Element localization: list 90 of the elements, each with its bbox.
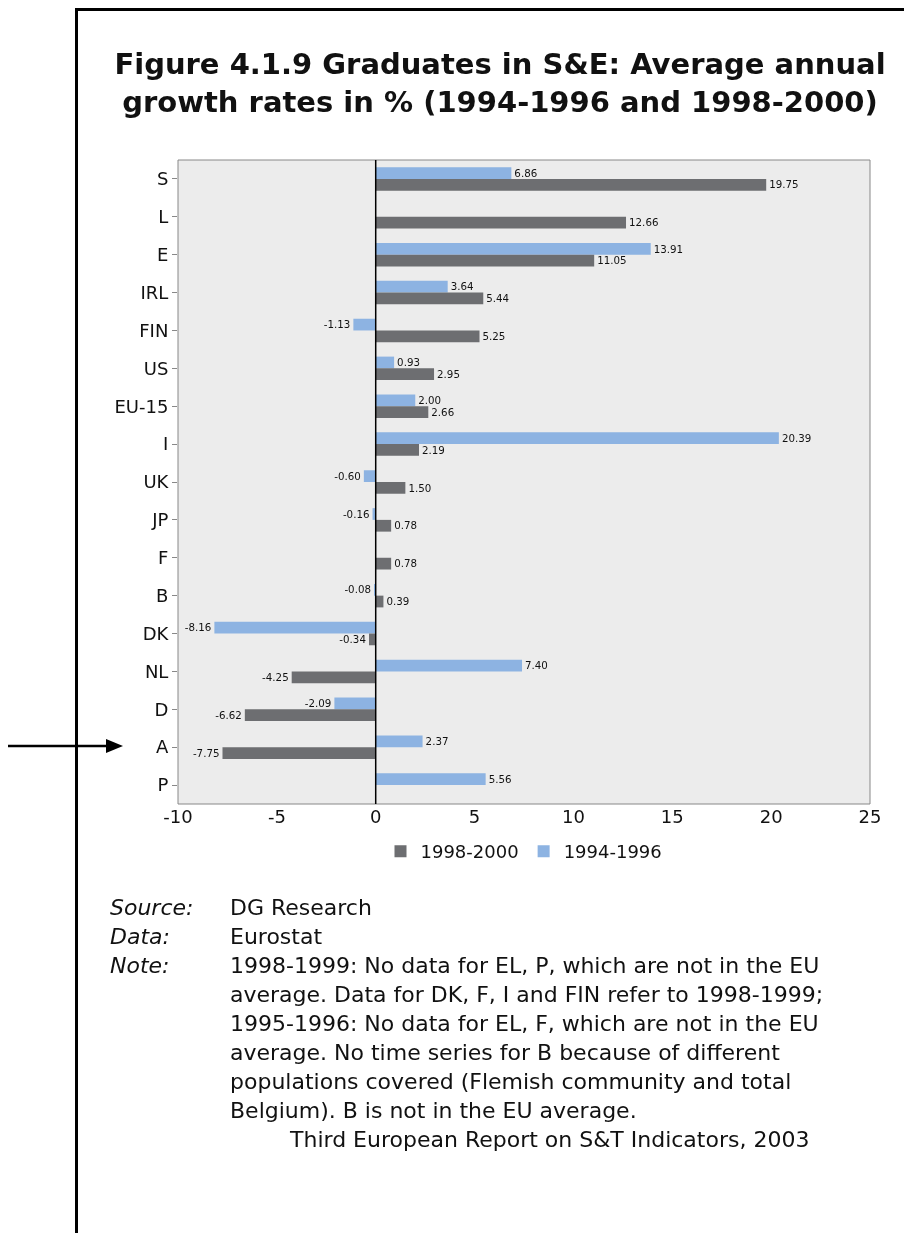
y-tick-label: US [143,357,169,379]
text: Note: 1998-1999: No data for EL, P, which are not in the EU average. Data for DK, F, I and FIN refer to 1998-1999; 1995-1996: No data for EL, F, which are not in the EU average. No time series for B because of different populations covered (Flemish community and total Belgium). B is not in the EU average. [110,953,824,1123]
data-label: -1.13 [323,318,351,331]
text: Source: DG Research [110,895,372,920]
bar [375,444,420,456]
chart-title: Figure 4.1.9 Graduates in S&E: Average annual growth rates in % (1994-1996 and 1998-2000) [113,46,887,121]
bar [375,280,448,293]
data-label: 12.66 [629,216,659,229]
data-label: 1.50 [408,481,432,494]
y-tick-label: NL [144,660,169,682]
data-label: 2.66 [431,405,455,418]
bar [375,356,395,369]
data-label: 2.00 [418,394,442,407]
x-tick-label: 25 [858,806,882,827]
x-tick-label: -5 [267,806,286,827]
bar [334,697,376,710]
data-label: 2.95 [437,367,460,380]
y-tick-label: JP [151,509,169,531]
bar [375,394,416,407]
data-label: 7.40 [525,659,548,672]
x-tick-label: 15 [660,806,684,827]
y-tick-label: EU-15 [114,395,169,417]
data-label: 5.44 [486,292,510,305]
data-label: -0.34 [339,633,366,646]
bar [375,519,392,532]
y-tick-label: P [157,774,169,796]
bar [291,671,376,684]
data-label: 2.19 [422,443,445,456]
y-tick-label: IRL [140,281,169,303]
bar [375,432,779,445]
x-tick-label: -10 [163,806,193,827]
y-tick-label: L [158,206,169,228]
text: Data: Eurostat [110,924,323,949]
y-tick-label: E [157,244,169,266]
y-tick-label: F [158,547,169,569]
bar [375,557,392,570]
bar [375,167,512,179]
data-label: -2.09 [304,697,332,710]
data-label: 2.37 [425,734,449,747]
legend-label: 1994-1996 [563,841,662,863]
bar [375,735,423,748]
data-label: -0.08 [344,583,371,596]
bar [375,242,651,255]
data-label: 0.39 [386,595,410,608]
y-tick-label: D [154,698,169,720]
data-label: 0.78 [394,557,418,570]
bar [375,659,523,672]
bar [375,368,435,381]
bar [375,178,767,191]
x-tick-label: 0 [369,806,382,827]
y-tick-label: I [163,433,169,455]
y-tick-label: DK [142,622,170,644]
data-label: 20.39 [781,431,812,444]
data-label: 11.05 [597,254,627,267]
data-label: 5.25 [482,330,506,343]
y-tick-label: S [156,168,169,190]
bar [222,747,376,759]
data-label: -8.16 [184,621,212,634]
bar [375,330,480,343]
data-label: 3.64 [450,280,474,293]
bar [353,318,376,331]
data-label: -6.62 [215,708,242,721]
data-label: 13.91 [653,242,684,255]
data-label: -4.25 [262,670,289,683]
bar [375,406,429,418]
x-tick-label: 5 [468,806,481,827]
data-label: -0.60 [334,469,361,482]
bar [214,621,376,634]
data-label: -0.16 [342,507,370,520]
data-label: 0.93 [397,356,420,369]
y-tick-label: B [156,584,169,606]
bar [375,482,406,494]
data-label: 5.56 [488,772,512,785]
y-tick-label: UK [143,471,170,493]
y-tick-label: A [156,736,170,758]
bar [375,216,627,229]
data-label: 0.78 [394,519,418,532]
data-label: 19.75 [769,178,799,191]
y-tick-label: FIN [139,319,169,341]
bar [375,292,484,305]
legend-label: 1998-2000 [420,841,519,863]
x-tick-label: 20 [759,806,783,827]
text: Third European Report on S&T Indicators, 2003 [289,1126,810,1154]
x-tick-label: 10 [561,806,585,827]
bar [363,470,376,482]
data-label: 6.86 [514,166,538,179]
bar [375,773,486,786]
bar [244,709,376,722]
data-label: -7.75 [192,746,220,759]
bar [375,254,595,267]
